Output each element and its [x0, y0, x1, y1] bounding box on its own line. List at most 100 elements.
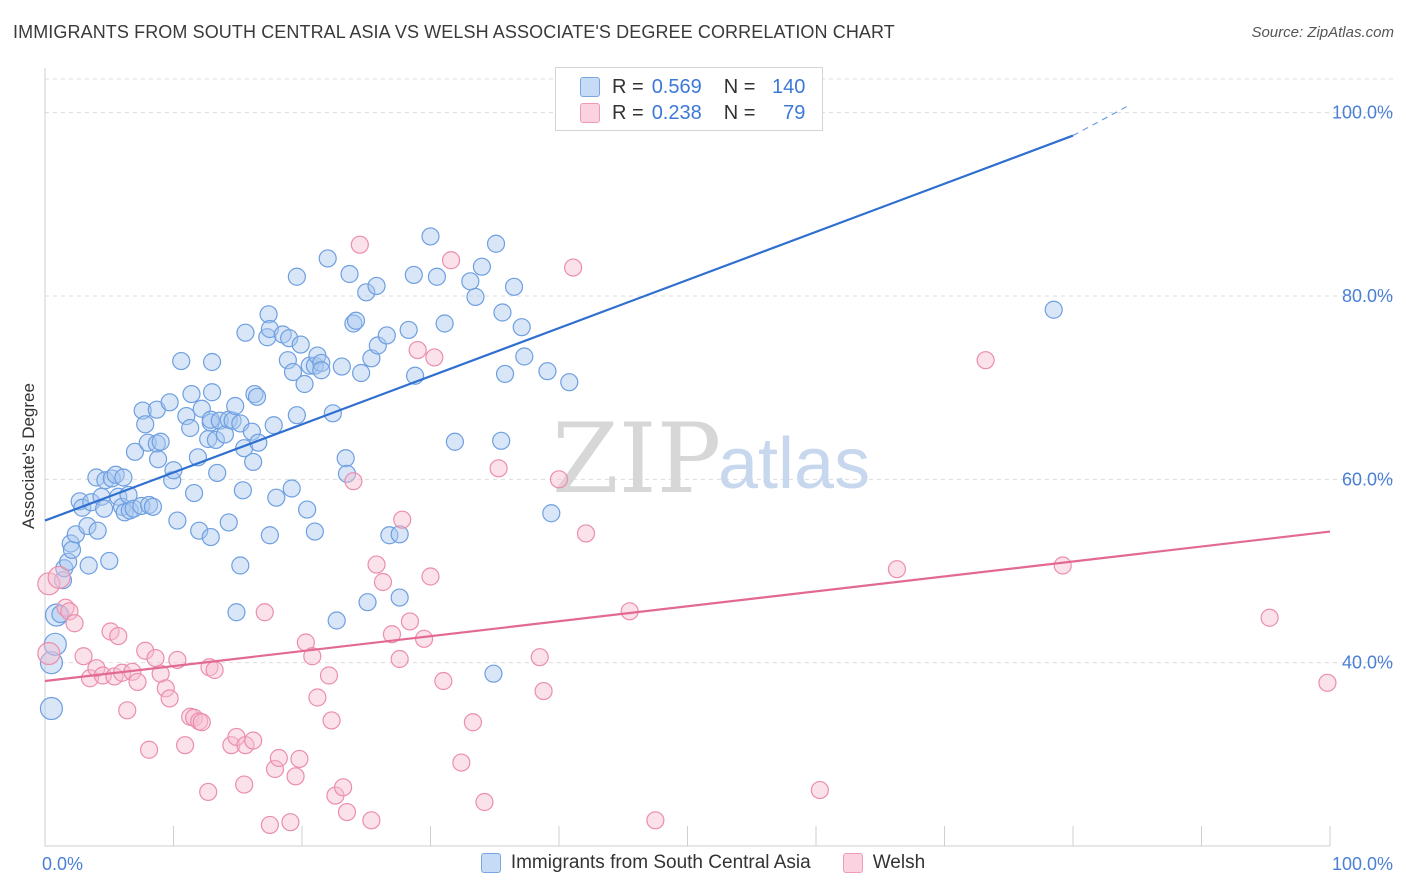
scatter-point: [461, 272, 480, 291]
scatter-point: [139, 740, 159, 759]
scatter-point: [136, 641, 155, 660]
scatter-point: [421, 227, 440, 246]
scatter-point: [226, 396, 245, 416]
scatter-point: [512, 318, 531, 337]
scatter-point: [337, 464, 357, 483]
scatter-point: [109, 626, 128, 646]
scatter-point: [350, 235, 369, 254]
scatter-point: [177, 406, 196, 426]
series-legend: Immigrants from South Central Asia Welsh: [0, 852, 1406, 874]
scatter-point: [61, 534, 80, 553]
scatter-point: [259, 305, 278, 324]
scatter-point: [95, 499, 114, 518]
legend-swatch-blue: [580, 77, 600, 97]
scatter-point: [400, 612, 420, 631]
y-tick-label: 80.0%: [1342, 286, 1393, 306]
scatter-point: [202, 352, 222, 372]
scatter-point: [233, 481, 252, 500]
scatter-point: [327, 611, 346, 630]
scatter-point: [427, 267, 447, 286]
scatter-point: [646, 811, 665, 830]
scatter-point: [79, 556, 98, 575]
scatter-point: [318, 249, 337, 268]
scatter-point: [168, 511, 187, 530]
scatter-point: [133, 401, 152, 420]
scatter-point: [534, 681, 553, 701]
scatter-point: [242, 422, 261, 441]
scatter-point: [810, 780, 829, 800]
scatter-point: [231, 556, 250, 575]
scatter-point: [244, 452, 263, 472]
scatter-point: [181, 418, 200, 438]
scatter-point: [244, 731, 263, 750]
chart-title: IMMIGRANTS FROM SOUTH CENTRAL ASIA VS WE…: [13, 22, 895, 42]
scatter-point: [367, 276, 386, 296]
scatter-point: [303, 647, 322, 666]
watermark-zip: ZIP: [552, 403, 721, 515]
scatter-point: [332, 357, 351, 376]
scatter-point: [156, 679, 175, 698]
scatter-point: [367, 555, 386, 574]
scatter-point: [172, 351, 191, 371]
scatter-point: [475, 792, 494, 812]
series-immigrants-south-central-asia: [39, 227, 1063, 721]
scatter-point: [114, 468, 133, 487]
scatter-point: [377, 326, 396, 345]
scatter-point: [393, 510, 412, 529]
y-tick-label: 100.0%: [1332, 103, 1393, 123]
legend-n-value: 140: [772, 75, 806, 98]
scatter-point: [1053, 556, 1072, 575]
scatter-point: [291, 335, 310, 354]
scatter-point: [352, 363, 371, 383]
scatter-point: [151, 432, 170, 451]
scatter-point: [39, 696, 64, 721]
legend-r-label: R =: [612, 75, 644, 98]
scatter-point: [290, 749, 309, 769]
x-tick-label-min: 0.0%: [42, 854, 83, 874]
scatter-point: [421, 567, 440, 586]
scatter-point: [160, 393, 179, 412]
scatter-point: [278, 351, 297, 370]
scatter-point: [118, 701, 137, 720]
scatter-point: [334, 778, 353, 797]
scatter-point: [87, 659, 106, 678]
legend-label-immigrants: Immigrants from South Central Asia: [510, 852, 811, 873]
scatter-point: [305, 522, 324, 541]
scatter-point: [96, 471, 115, 490]
scatter-point: [399, 320, 418, 340]
scatter-point: [247, 387, 267, 406]
legend-swatch-pink: [580, 103, 600, 123]
scatter-point: [146, 648, 165, 668]
scatter-point: [564, 258, 583, 277]
trend-lines: [44, 103, 1331, 683]
scatter-point: [298, 500, 317, 519]
scatter-point: [336, 449, 355, 468]
scatter-point: [269, 748, 288, 768]
scatter-point: [283, 362, 303, 382]
scatter-point: [340, 264, 359, 284]
y-tick-label: 60.0%: [1342, 469, 1393, 489]
scatter-point: [466, 287, 485, 307]
scatter-point: [357, 283, 376, 302]
legend-row-immigrants: R = 0.569 N = 140: [580, 74, 805, 100]
scatter-point: [414, 629, 434, 648]
scatter-point: [484, 664, 503, 683]
stats-legend: R = 0.569 N = 140 R = 0.238 N = 79: [555, 67, 823, 131]
scatter-point: [128, 672, 147, 692]
legend-swatch-pink: [842, 853, 863, 873]
scatter-point: [205, 660, 224, 680]
scatter-point: [404, 265, 423, 285]
scatter-point: [148, 450, 168, 469]
scatter-point: [337, 802, 357, 822]
scatter-point: [538, 362, 557, 381]
scatter-point: [493, 303, 512, 322]
legend-n-value: 79: [783, 101, 806, 124]
scatter-point: [435, 314, 454, 333]
scatter-point: [267, 488, 286, 507]
scatter-point: [100, 551, 119, 571]
legend-row-welsh: R = 0.238 N = 79: [580, 100, 805, 126]
scatter-point: [576, 524, 596, 543]
gridlines: [45, 78, 1394, 664]
scatter-point: [175, 736, 195, 755]
scatter-point: [192, 713, 211, 732]
